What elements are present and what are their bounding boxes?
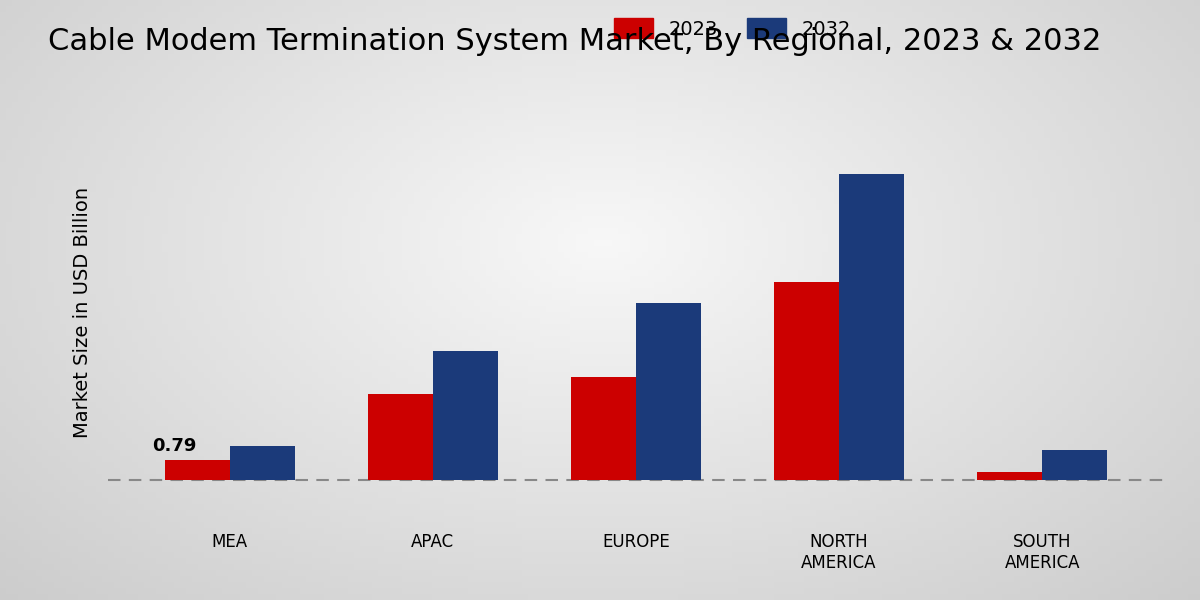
Bar [230, 446, 295, 481]
Legend: 2023, 2032: 2023, 2032 [606, 11, 858, 47]
Bar [1042, 450, 1108, 481]
Bar [636, 304, 701, 481]
Text: Cable Modem Termination System Market, By Regional, 2023 & 2032: Cable Modem Termination System Market, B… [48, 27, 1102, 56]
Bar [433, 351, 498, 481]
Bar [368, 394, 433, 481]
Y-axis label: Market Size in USD Billion: Market Size in USD Billion [73, 187, 92, 437]
Text: 0.79: 0.79 [152, 437, 197, 455]
Bar [839, 174, 904, 481]
Bar [774, 282, 839, 481]
Bar [977, 472, 1042, 481]
Bar [164, 460, 230, 481]
Bar [571, 377, 636, 481]
